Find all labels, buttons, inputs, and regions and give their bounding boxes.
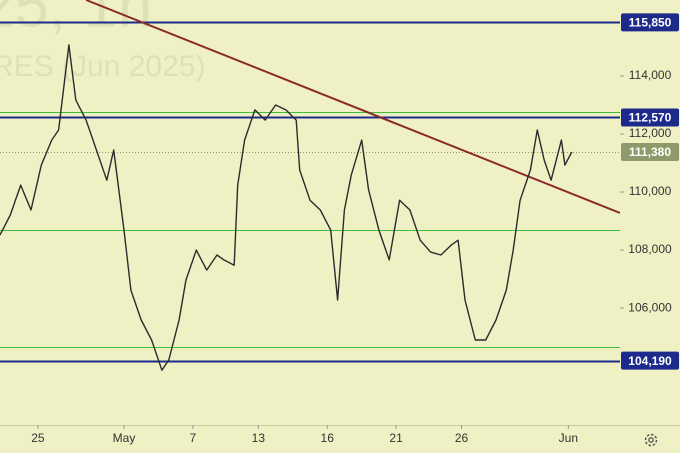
x-tick-label: 7: [190, 431, 197, 445]
trend-line: [85, 0, 620, 214]
y-tick-label: 106,000: [628, 300, 672, 314]
watermark-subtitle: RES (Jun 2025): [0, 50, 205, 83]
x-tick-label: 21: [389, 431, 403, 445]
watermark-title: 25, 1h: [0, 0, 152, 40]
plot-area: [0, 0, 620, 371]
level-label: 104,190: [628, 354, 672, 368]
level-box: [621, 13, 679, 32]
x-tick-label: 16: [321, 431, 335, 445]
current-price-box: [621, 143, 679, 162]
y-tick-label: 112,000: [629, 126, 672, 140]
level-label: 112,570: [629, 111, 672, 125]
settings-icon[interactable]: [644, 433, 658, 447]
current-price-label: 111,380: [629, 145, 671, 159]
x-tick-label: 26: [455, 431, 469, 445]
y-tick-label: 108,000: [628, 242, 672, 256]
x-tick-label: May: [113, 431, 136, 445]
level-box: [621, 351, 679, 370]
level-box: [621, 108, 679, 127]
level-label: 115,850: [629, 16, 672, 30]
y-tick-label: 114,000: [629, 68, 672, 82]
y-tick-label: 110,000: [629, 184, 672, 198]
x-tick-label: Jun: [559, 431, 578, 445]
x-tick-label: 25: [31, 431, 45, 445]
x-tick-label: 13: [252, 431, 266, 445]
price-line: [0, 44, 573, 371]
